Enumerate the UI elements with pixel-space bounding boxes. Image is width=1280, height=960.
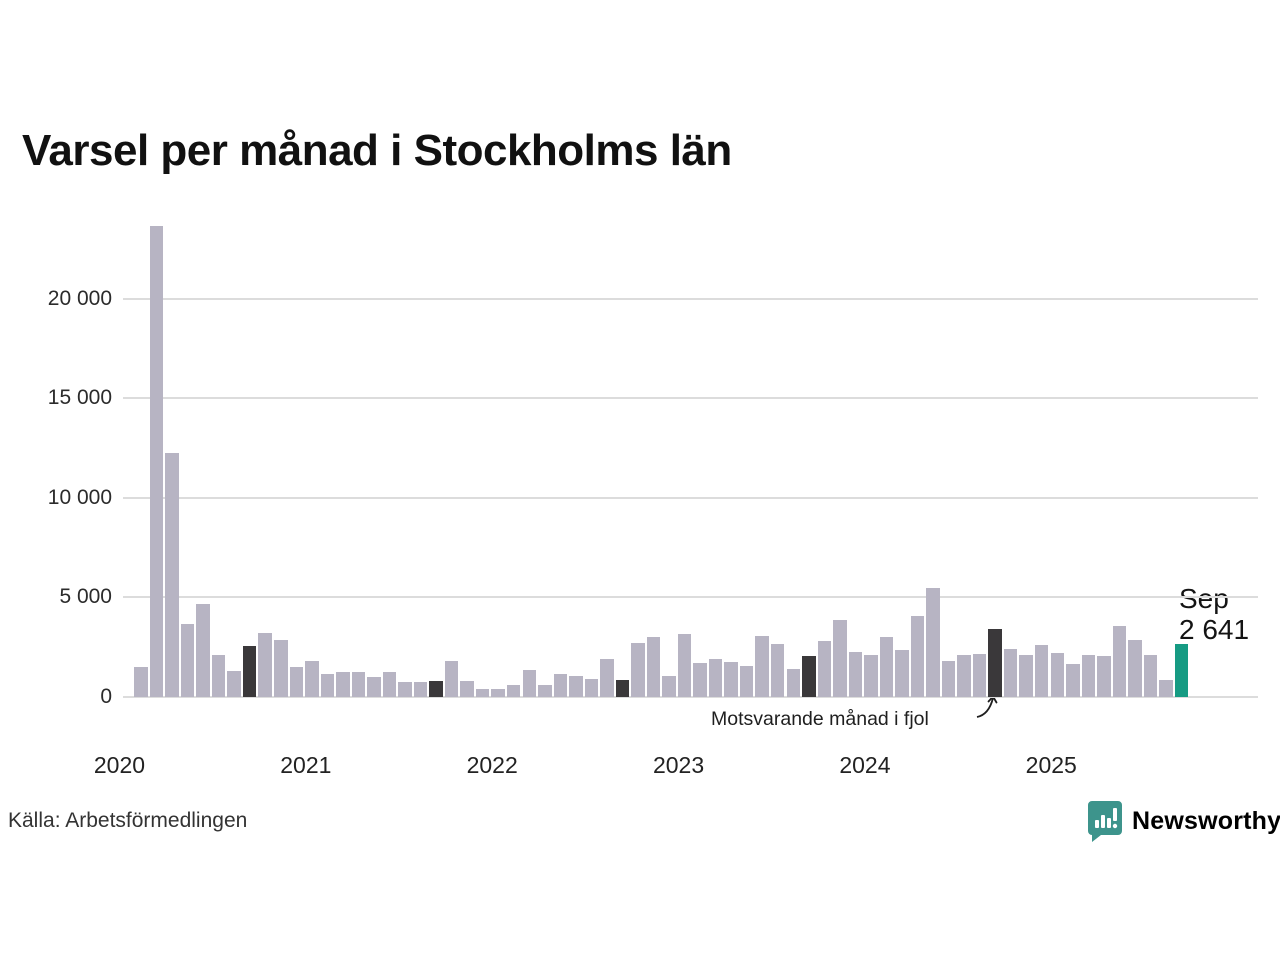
y-axis-tick-label: 10 000: [47, 485, 112, 509]
newsworthy-logo: Newsworthy: [1087, 800, 1280, 843]
bar-same-month-last-year: [802, 656, 816, 697]
bar: [941, 660, 956, 697]
bar: [289, 666, 304, 697]
bar: [646, 637, 661, 697]
bar: [258, 633, 272, 697]
y-axis-tick-label: 20 000: [47, 286, 112, 310]
bar: [506, 685, 521, 697]
bar: [475, 689, 490, 697]
y-axis-tick-label: 5 000: [59, 585, 112, 609]
bar: [165, 453, 179, 697]
bar: [1143, 654, 1158, 697]
bar: [398, 682, 412, 697]
bar: [351, 671, 366, 697]
bar: [926, 588, 940, 697]
newsworthy-logo-text: Newsworthy: [1132, 807, 1280, 835]
y-axis-tick-label: 0: [100, 685, 112, 708]
bar: [149, 225, 164, 697]
bar: [460, 681, 474, 697]
gridline-y-0: [123, 696, 1258, 698]
bar: [382, 671, 397, 697]
bar: [817, 640, 832, 697]
bar: [413, 682, 428, 697]
bar: [196, 603, 210, 697]
gridline-y-20000: [123, 297, 1258, 300]
bar: [693, 663, 707, 697]
bar: [631, 643, 645, 697]
bar: [367, 677, 381, 697]
bar: [833, 620, 847, 697]
newsworthy-speech-bubble-chart-icon: [1088, 801, 1122, 842]
bar: [1050, 652, 1065, 697]
bar: [491, 688, 505, 697]
bar: [305, 661, 319, 697]
bar: [1112, 626, 1127, 697]
bar: [662, 676, 676, 697]
bar: [211, 654, 226, 697]
chart-title: Varsel per månad i Stockholms län: [22, 126, 732, 175]
bar: [708, 658, 723, 697]
bar-same-month-last-year: [429, 681, 443, 697]
bar: [320, 673, 335, 697]
annotation-last-year-label: Motsvarande månad i fjol: [711, 708, 929, 730]
bar-same-month-last-year: [988, 629, 1002, 697]
source-attribution: Källa: Arbetsförmedlingen: [8, 809, 248, 832]
bar: [1066, 663, 1080, 697]
bar: [600, 658, 614, 697]
bar: [538, 684, 552, 697]
bar-same-month-last-year: [242, 646, 257, 697]
bar: [522, 670, 536, 697]
bar: [848, 651, 863, 697]
bar: [1097, 655, 1111, 697]
bar: [274, 640, 288, 697]
gridline-y-5000: [123, 596, 1258, 599]
bar: [134, 666, 148, 697]
bar: [336, 671, 350, 697]
bar: [864, 655, 878, 697]
bar: [739, 666, 754, 697]
x-axis-year-label-2022: 2022: [466, 752, 518, 778]
bar: [227, 670, 241, 697]
bar: [584, 679, 599, 697]
bar: [879, 636, 894, 697]
gridline-y-15000: [123, 397, 1258, 400]
bar: [910, 615, 925, 697]
bar: [957, 655, 971, 697]
bar: [553, 673, 568, 697]
gridline-y-10000: [123, 496, 1258, 499]
x-axis-year-label-2024: 2024: [839, 752, 891, 778]
bar: [895, 649, 909, 697]
y-axis-tick-label: 15 000: [47, 386, 112, 410]
bar: [677, 633, 692, 697]
bar: [1128, 640, 1142, 697]
bar-current-month: [1174, 644, 1189, 697]
current-month-name: Sep: [1179, 583, 1229, 614]
bar: [724, 661, 738, 697]
current-month-value: 2 641: [1179, 614, 1250, 645]
bar: [1003, 648, 1018, 697]
bar: [1081, 655, 1096, 697]
bar: [755, 636, 769, 697]
bar: [1159, 680, 1173, 697]
bar: [1019, 655, 1033, 697]
bar: [770, 644, 785, 697]
x-axis-year-label-2020: 2020: [93, 752, 146, 778]
bar-same-month-last-year: [615, 679, 630, 697]
bar: [1034, 645, 1049, 697]
x-axis-year-label-2021: 2021: [280, 752, 332, 778]
current-month-value-label: Sep 2 641: [1179, 583, 1249, 645]
x-axis-year-label-2023: 2023: [652, 752, 705, 778]
x-axis-year-label-2025: 2025: [1025, 752, 1077, 778]
bar: [972, 653, 987, 697]
bar: [444, 661, 459, 697]
bar: [786, 669, 800, 697]
bar: [569, 676, 583, 697]
bar: [180, 623, 195, 697]
